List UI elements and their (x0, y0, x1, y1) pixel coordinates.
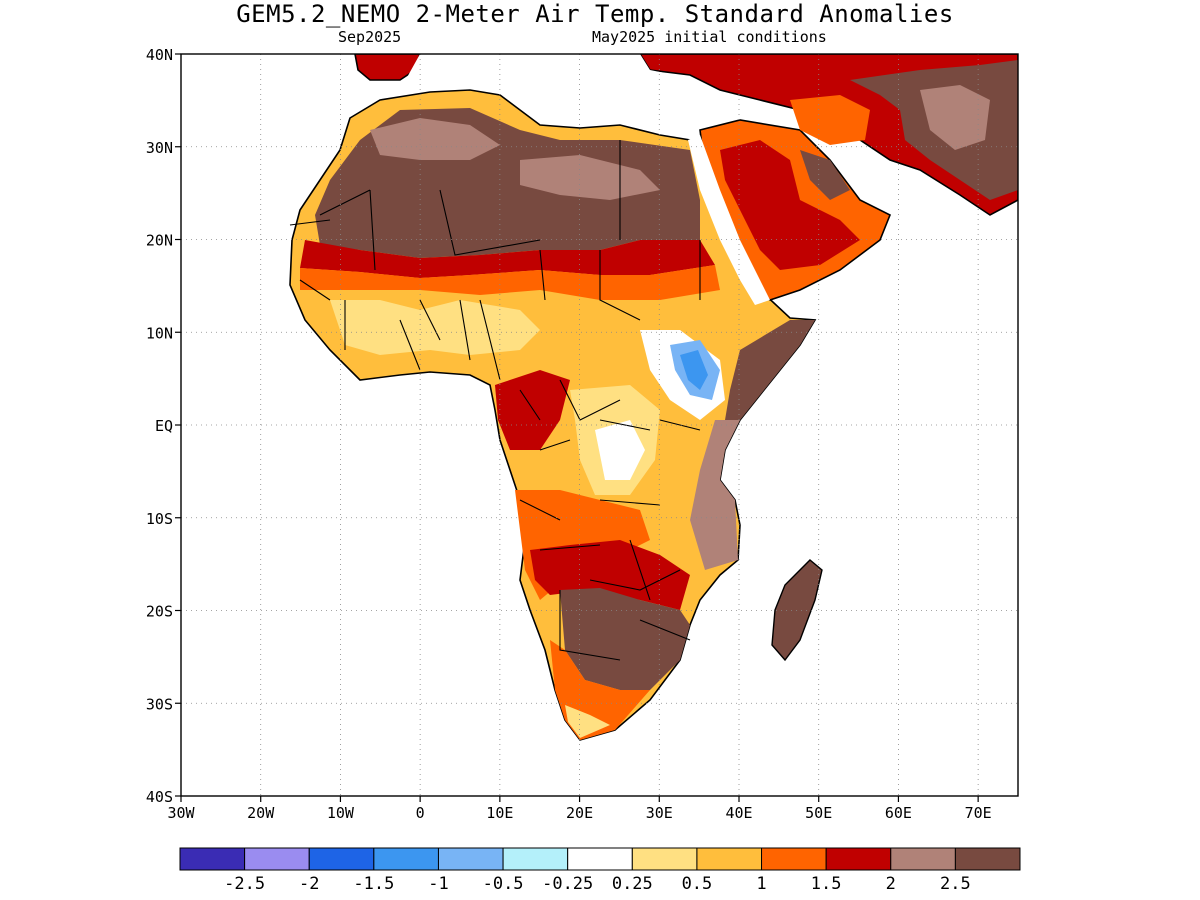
colorbar-swatch (244, 847, 310, 871)
lat-tick-label: 20N (146, 232, 173, 250)
lon-tick-label: 40E (725, 804, 752, 822)
colorbar-label: -2.5 (224, 874, 265, 894)
central-africa-white (595, 420, 645, 480)
country-borders (289, 140, 701, 661)
levant-orange (790, 95, 870, 145)
lon-tick-label: 70E (965, 804, 992, 822)
lat-tick-label: 30N (146, 139, 173, 157)
east-africa-blue (680, 350, 708, 390)
lat-tick-label: EQ (155, 417, 173, 435)
sahel-orange-band (300, 265, 720, 300)
colorbar-swatch (890, 847, 956, 871)
iran-light-brown (920, 85, 990, 150)
lat-tick-label: 20S (146, 603, 173, 621)
colorbar-swatch (761, 847, 827, 871)
colorbar-swatch (696, 847, 763, 871)
iberia-land (354, 54, 421, 81)
southern-africa-brown (560, 588, 690, 690)
colorbar: -2.5 -2 -1.5 -1 -0.5 -0.25 0.25 0.5 1 1.5 2 2.5 (179, 847, 1021, 894)
colorbar-label: 1 (756, 874, 766, 894)
lon-tick-label: 20E (566, 804, 593, 822)
sahara-light-region (370, 118, 660, 200)
colorbar-label: -0.25 (542, 874, 593, 894)
lon-tick-label: 10W (327, 804, 355, 822)
forecast-month: Sep2025 (338, 28, 402, 46)
cape-yellow (565, 705, 610, 738)
colorbar-swatch (502, 847, 569, 871)
colorbar-swatch (308, 847, 375, 871)
lat-tick-label: 10S (146, 510, 173, 528)
colorbar-label: 1.5 (811, 874, 842, 894)
red-sea (688, 135, 770, 305)
horn-of-africa-brown (725, 320, 815, 420)
colorbar-label: -0.5 (483, 874, 524, 894)
colorbar-swatch (825, 847, 892, 871)
lon-tick-label: 60E (885, 804, 912, 822)
map-plot-area (181, 54, 1018, 796)
colorbar-label: 0.5 (682, 874, 713, 894)
east-coast-light-brown (690, 420, 740, 570)
lon-tick-label: 50E (805, 804, 832, 822)
map-title: GEM5.2_NEMO 2-Meter Air Temp. Standard A… (236, 0, 954, 28)
madagascar (771, 559, 823, 662)
lon-tick-label: 20W (247, 804, 275, 822)
graticule (181, 54, 1018, 796)
initial-conditions: May2025 initial conditions (592, 28, 827, 46)
colorbar-swatch (954, 847, 1021, 871)
colorbar-swatch (437, 847, 504, 871)
colorbar-label: 2.5 (940, 874, 971, 894)
lat-tick-label: 30S (146, 695, 173, 713)
lat-tick-label: 40S (146, 788, 173, 806)
colorbar-swatch (631, 847, 698, 871)
colorbar-label: -1 (428, 874, 448, 894)
lat-tick-label: 10N (146, 324, 173, 342)
colorbar-label: 0.25 (612, 874, 653, 894)
arabia-red (720, 140, 860, 270)
lon-tick-label: 0 (416, 804, 425, 822)
colorbar-label: -2 (299, 874, 319, 894)
lon-tick-label: 10E (486, 804, 513, 822)
arabia-brown (800, 150, 850, 200)
mediterranean-sea (400, 54, 700, 135)
colorbar-label: -1.5 (353, 874, 394, 894)
colorbar-swatch (373, 847, 439, 871)
colorbar-label: 2 (886, 874, 896, 894)
lon-tick-label: 30W (167, 804, 195, 822)
lat-tick-label: 40N (146, 46, 173, 64)
west-africa-yellow (330, 300, 540, 355)
colorbar-swatch (179, 847, 246, 871)
sahel-red-band (300, 240, 715, 278)
colorbar-swatch (567, 847, 633, 871)
central-africa-red (495, 370, 570, 450)
lon-tick-label: 30E (646, 804, 673, 822)
